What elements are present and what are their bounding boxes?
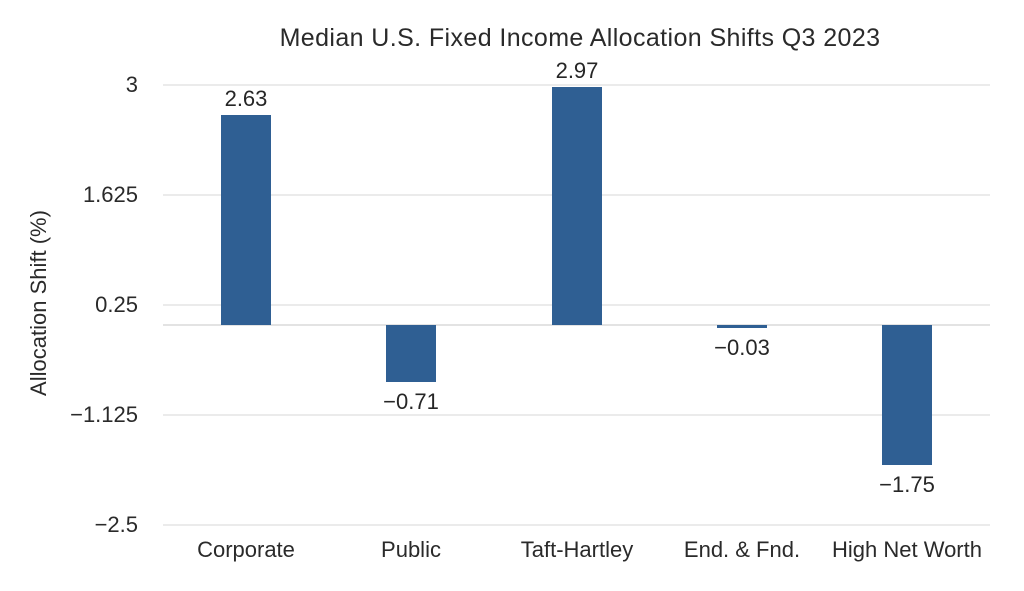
bar-value-label: −1.75 bbox=[879, 472, 935, 497]
y-tick-label: 1.625 bbox=[82, 182, 138, 207]
bar bbox=[552, 87, 602, 325]
y-tick-label: −1.125 bbox=[70, 402, 138, 427]
x-category-label: Public bbox=[381, 537, 441, 562]
bar-value-label: −0.03 bbox=[714, 335, 770, 360]
x-category-label: High Net Worth bbox=[832, 537, 982, 562]
bar bbox=[221, 115, 271, 325]
x-category-label: Taft-Hartley bbox=[520, 537, 634, 562]
gridline bbox=[163, 84, 990, 86]
y-tick-label: 0.25 bbox=[95, 292, 138, 317]
bar bbox=[882, 325, 932, 465]
bar-value-label: 2.97 bbox=[555, 58, 599, 83]
x-category-label: Corporate bbox=[197, 537, 295, 562]
gridline bbox=[163, 414, 990, 416]
chart-title: Median U.S. Fixed Income Allocation Shif… bbox=[279, 24, 881, 52]
zero-line bbox=[163, 324, 990, 326]
y-tick-label: 3 bbox=[125, 72, 138, 97]
y-tick-label: −2.5 bbox=[94, 512, 138, 537]
gridline bbox=[163, 524, 990, 526]
bar bbox=[386, 325, 436, 382]
bar-value-label: 2.63 bbox=[224, 86, 268, 111]
bar bbox=[717, 325, 767, 328]
x-category-label: End. & Fnd. bbox=[683, 537, 801, 562]
bar-value-label: −0.71 bbox=[383, 389, 439, 414]
